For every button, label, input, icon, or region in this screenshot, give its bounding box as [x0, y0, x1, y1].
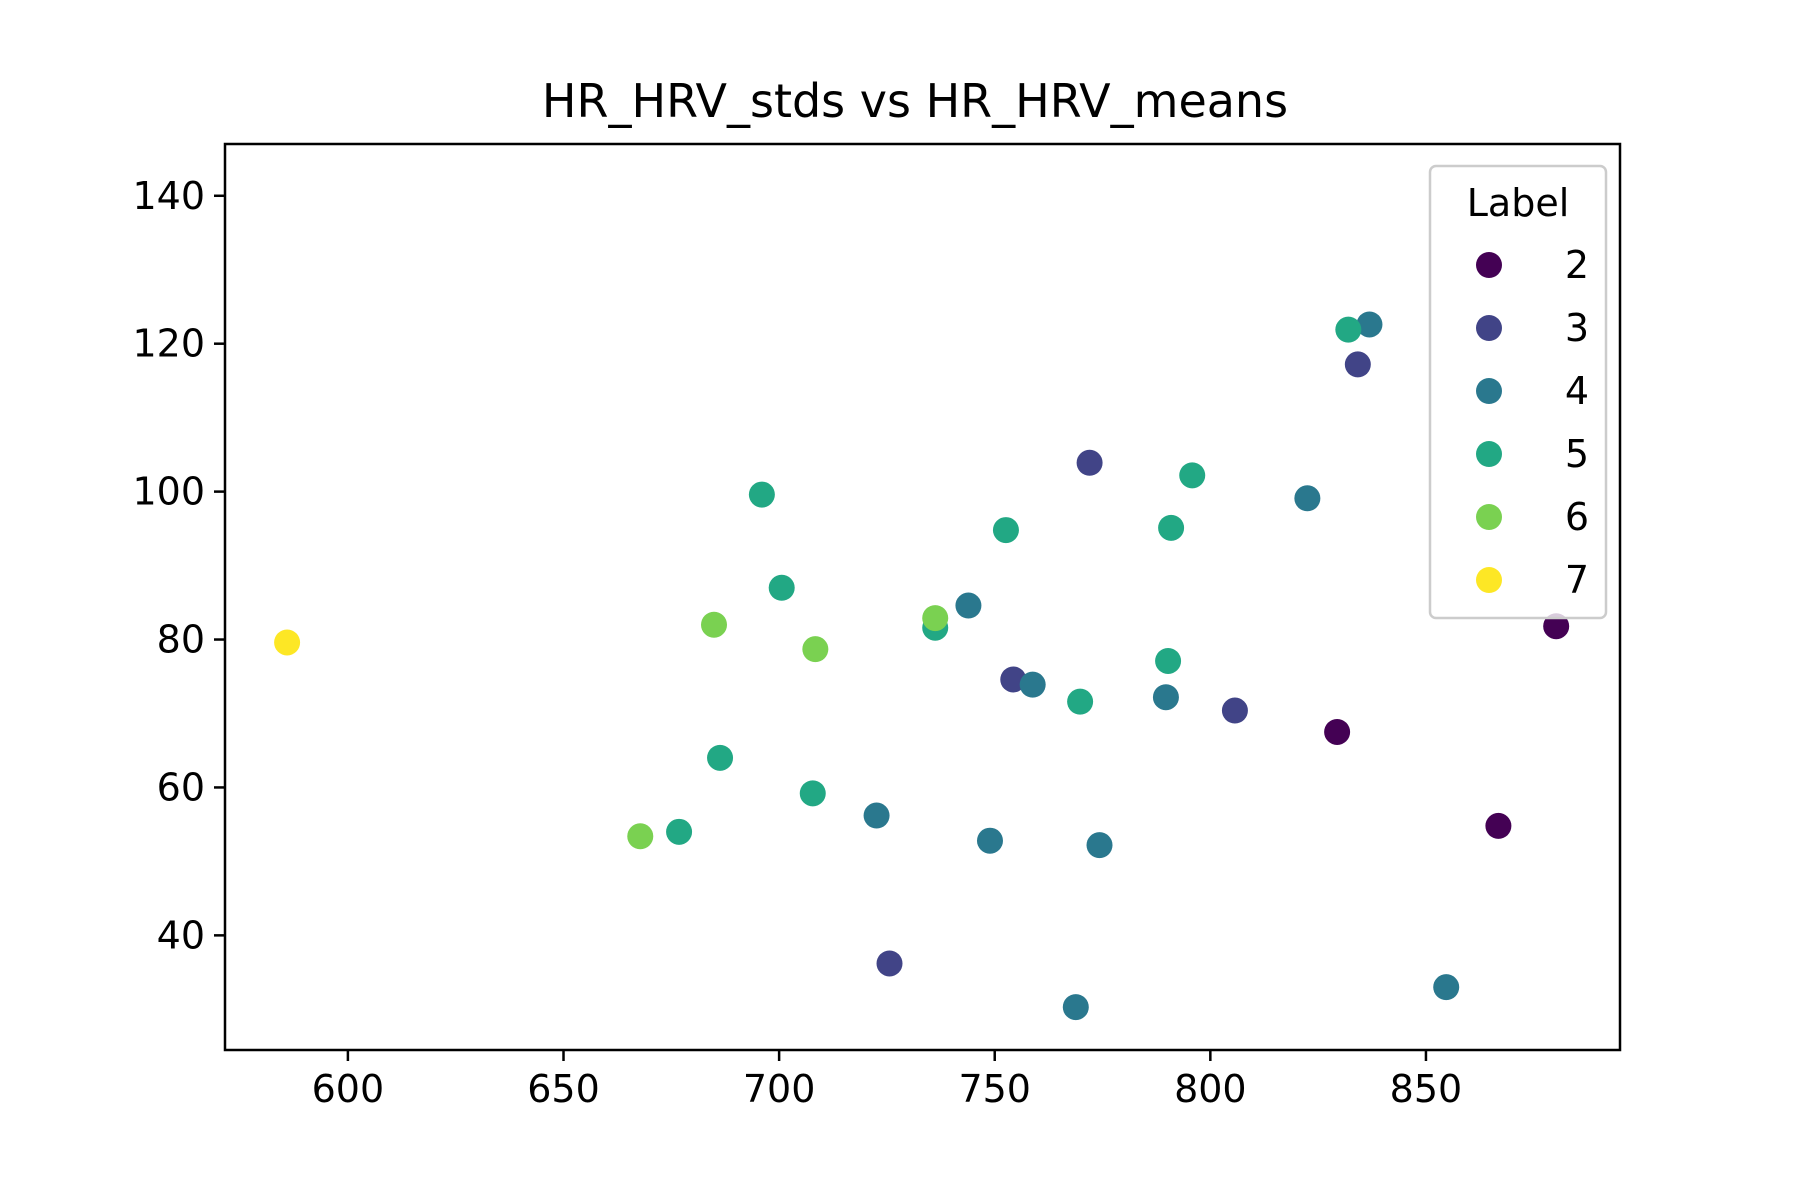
- legend-label: 5: [1565, 432, 1589, 476]
- data-point: [1076, 449, 1103, 476]
- y-tick-label: 80: [157, 618, 205, 662]
- data-point: [1062, 994, 1089, 1021]
- data-point: [1086, 832, 1113, 859]
- data-point: [1019, 671, 1046, 698]
- y-tick-label: 140: [132, 174, 205, 218]
- data-point: [1179, 462, 1206, 489]
- y-tick-label: 40: [157, 913, 205, 957]
- data-point: [802, 636, 829, 663]
- data-point: [863, 802, 890, 829]
- plot-frame: [223, 142, 1622, 1052]
- x-tick-label: 750: [958, 1067, 1031, 1111]
- legend-box: [1428, 164, 1608, 620]
- legend-marker: [1476, 378, 1502, 404]
- data-point: [1324, 718, 1351, 745]
- data-point: [799, 780, 826, 807]
- data-point: [992, 517, 1019, 544]
- data-point: [768, 574, 795, 601]
- legend-label: 2: [1565, 243, 1589, 287]
- x-tick-label: 700: [743, 1067, 816, 1111]
- y-tick-label: 120: [132, 322, 205, 366]
- y-tick-label: 100: [132, 470, 205, 514]
- x-tick-label: 600: [312, 1067, 385, 1111]
- legend-title: Label: [1467, 181, 1570, 225]
- data-point: [748, 481, 775, 508]
- x-tick-label: 800: [1174, 1067, 1247, 1111]
- data-point: [274, 629, 301, 656]
- legend-marker: [1476, 315, 1502, 341]
- data-point: [1067, 688, 1094, 715]
- data-point: [627, 823, 654, 850]
- data-point: [976, 827, 1003, 854]
- data-point: [707, 744, 734, 771]
- x-tick-label: 650: [527, 1067, 600, 1111]
- x-tick-label: 850: [1390, 1067, 1463, 1111]
- data-point: [701, 611, 728, 638]
- data-point: [1294, 485, 1321, 512]
- data-point: [876, 950, 903, 977]
- legend-label: 6: [1565, 495, 1589, 539]
- legend-marker: [1476, 504, 1502, 530]
- legend-label: 7: [1565, 558, 1589, 602]
- legend-marker: [1476, 252, 1502, 278]
- data-point: [1344, 351, 1371, 378]
- x-axis: 600 650 700 750 800 850: [312, 1050, 1463, 1111]
- data-point: [1485, 812, 1512, 839]
- legend-marker: [1476, 567, 1502, 593]
- data-point: [666, 818, 693, 845]
- y-axis: 40 60 80 100 120 140: [132, 174, 225, 957]
- legend-label: 4: [1565, 369, 1589, 413]
- data-point: [1356, 311, 1383, 338]
- y-tick-label: 60: [157, 765, 205, 809]
- legend-marker: [1476, 441, 1502, 467]
- data-point: [1158, 514, 1185, 541]
- points-layer: [274, 311, 1570, 1021]
- data-point: [1335, 316, 1362, 343]
- data-point: [922, 605, 949, 632]
- chart-title: HR_HRV_stds vs HR_HRV_means: [542, 74, 1288, 128]
- data-point: [955, 592, 982, 619]
- legend: Label 2 3 4 5 6 7: [1428, 164, 1608, 620]
- data-point: [1221, 697, 1248, 724]
- legend-label: 3: [1565, 306, 1589, 350]
- data-point: [1543, 613, 1570, 640]
- data-point: [1152, 684, 1179, 711]
- data-point: [1155, 647, 1182, 674]
- data-point: [1433, 974, 1460, 1001]
